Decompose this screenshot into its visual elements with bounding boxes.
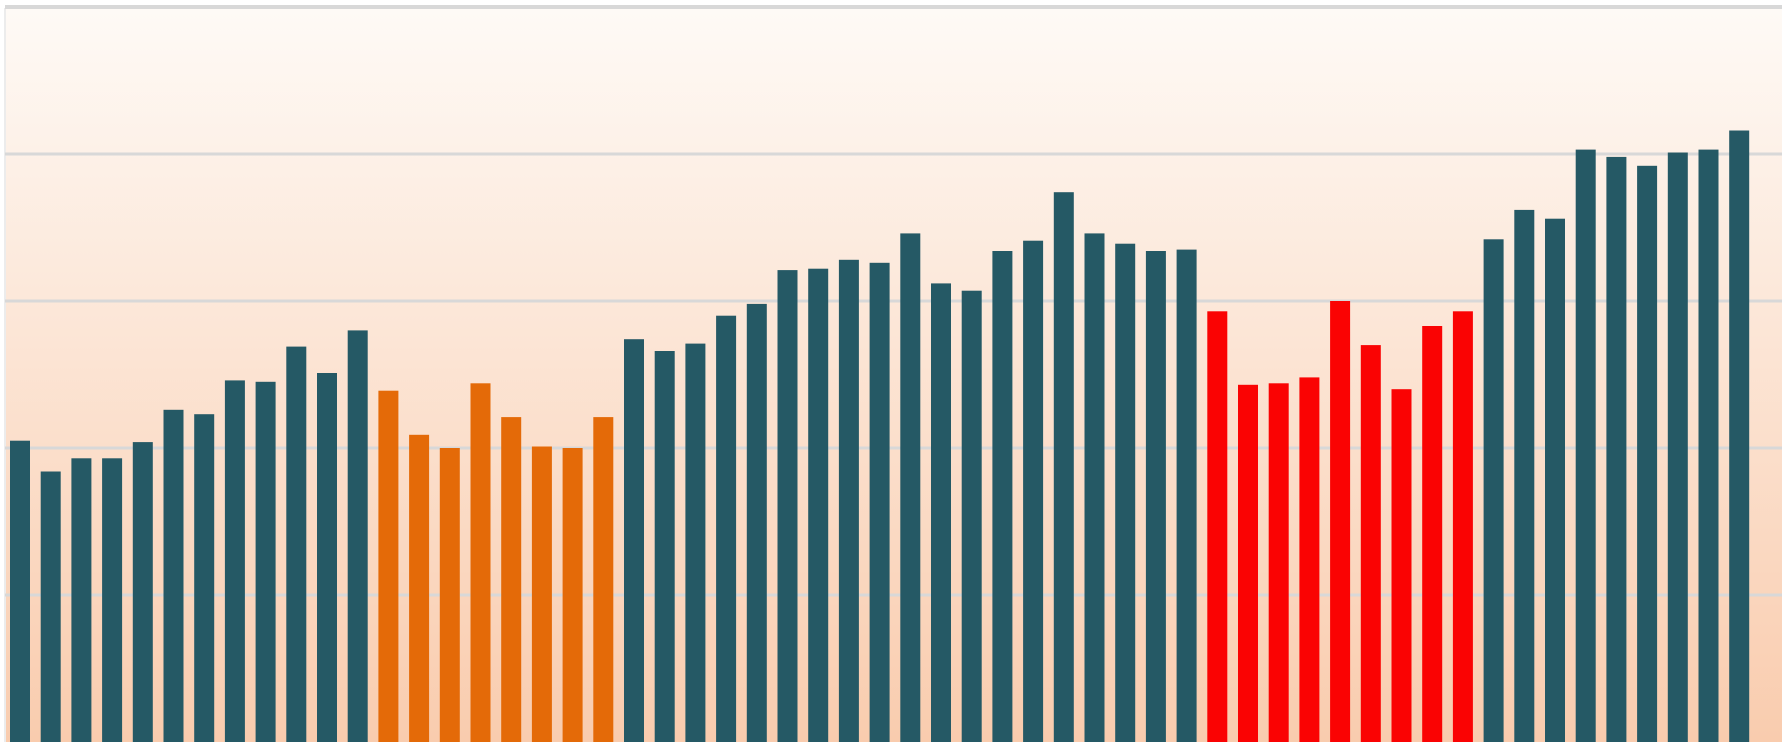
- bar: [1330, 301, 1351, 742]
- bar: [1729, 130, 1750, 742]
- bar: [347, 330, 368, 742]
- bar: [961, 290, 982, 742]
- bar: [1545, 218, 1565, 742]
- bar: [1514, 209, 1535, 742]
- bar: [40, 471, 61, 742]
- bar: [838, 259, 859, 742]
- bar: [224, 380, 245, 742]
- bar: [562, 448, 583, 742]
- bar: [1452, 311, 1473, 742]
- bar: [439, 448, 460, 742]
- bar: [163, 409, 184, 742]
- bar: [716, 315, 737, 742]
- bar: [1637, 165, 1658, 742]
- bar: [1606, 156, 1627, 742]
- bar: [1391, 389, 1412, 742]
- bar: [470, 383, 491, 742]
- bar: [378, 390, 399, 742]
- bar-series: [10, 130, 1750, 742]
- bar: [1023, 240, 1044, 742]
- bar: [1053, 192, 1074, 742]
- bar: [501, 417, 522, 742]
- bar: [1176, 249, 1197, 742]
- bar: [624, 339, 644, 742]
- bar: [531, 446, 552, 742]
- bar: [1207, 311, 1228, 742]
- bar: [992, 251, 1013, 742]
- bar: [1698, 149, 1719, 742]
- bar: [1667, 152, 1688, 742]
- bar: [409, 434, 430, 742]
- bar: [685, 343, 706, 742]
- bar: [255, 381, 276, 742]
- bar: [1084, 233, 1105, 742]
- bar: [132, 442, 153, 742]
- bar: [286, 346, 307, 742]
- bar: [71, 458, 92, 742]
- bar: [1145, 251, 1166, 742]
- bar: [10, 440, 30, 742]
- bar: [194, 414, 215, 742]
- bar: [1422, 326, 1443, 742]
- bar: [1575, 149, 1596, 742]
- bar: [1483, 239, 1504, 742]
- bar: [654, 351, 675, 742]
- bar: [1360, 345, 1381, 742]
- bar: [1238, 384, 1258, 742]
- bar: [808, 268, 829, 742]
- bar: [102, 458, 123, 742]
- bar: [746, 303, 767, 742]
- bar: [1268, 383, 1289, 742]
- bar: [777, 270, 798, 742]
- bar: [1299, 377, 1320, 742]
- bar: [869, 262, 890, 742]
- bar: [931, 283, 951, 742]
- bar: [900, 233, 921, 742]
- bar: [1115, 243, 1136, 742]
- bar: [317, 373, 337, 742]
- bar: [593, 417, 614, 742]
